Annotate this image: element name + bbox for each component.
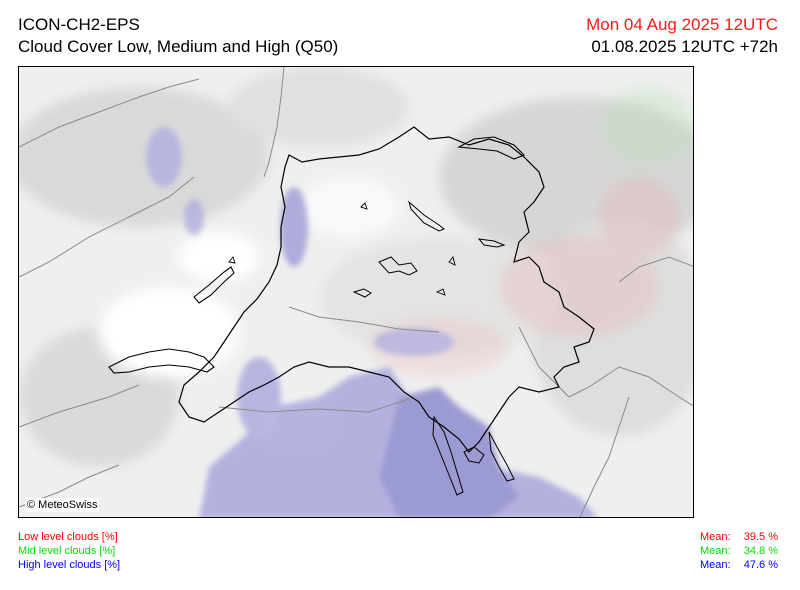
lake-neuchatel (193, 266, 235, 304)
lake-walen (477, 238, 506, 248)
mean-high: Mean: 47.6 % (700, 558, 778, 572)
mid-cloud-green-tint (599, 87, 693, 167)
legend-low-clouds: Low level clouds [%] (18, 531, 118, 543)
country-borders (19, 67, 693, 517)
lake-lugano (463, 446, 485, 464)
mean-high-label: Mean: (700, 559, 731, 571)
run-lead-time: 01.08.2025 12UTC +72h (591, 37, 778, 56)
legend-high-clouds: High level clouds [%] (18, 559, 121, 571)
mean-mid-value: 34.8 % (743, 545, 778, 557)
mean-mid-label: Mean: (700, 545, 731, 557)
small-lakes (228, 202, 456, 296)
cloud-cover-map: © MeteoSwiss (18, 66, 694, 518)
lake-constance (457, 136, 525, 160)
legend: Low level clouds [%] Mid level clouds [%… (18, 530, 120, 572)
lake-lucerne (378, 256, 418, 276)
mean-low-label: Mean: (700, 531, 731, 543)
copyright-label: © MeteoSwiss (25, 498, 100, 512)
map-canvas (19, 67, 693, 517)
mean-high-value: 47.6 % (743, 559, 778, 571)
lake-thun (352, 288, 372, 298)
mean-low: Mean: 39.5 % (700, 530, 778, 544)
legend-mid-clouds: Mid level clouds [%] (18, 545, 116, 557)
lake-zurich (408, 200, 445, 232)
mean-mid: Mean: 34.8 % (700, 544, 778, 558)
lake-maggiore (432, 415, 464, 496)
high-cloud-shading (146, 127, 598, 517)
model-name: ICON-CH2-EPS (18, 15, 140, 34)
means-block: Mean: 39.5 % Mean: 34.8 % Mean: 47.6 % (700, 530, 778, 572)
valid-time: Mon 04 Aug 2025 12UTC (586, 15, 778, 34)
lake-geneva (108, 348, 215, 374)
title-block: ICON-CH2-EPS Cloud Cover Low, Medium and… (18, 14, 338, 58)
lake-como (488, 431, 515, 482)
mean-low-value: 39.5 % (743, 531, 778, 543)
time-block: Mon 04 Aug 2025 12UTC 01.08.2025 12UTC +… (586, 14, 778, 58)
product-name: Cloud Cover Low, Medium and High (Q50) (18, 37, 339, 56)
